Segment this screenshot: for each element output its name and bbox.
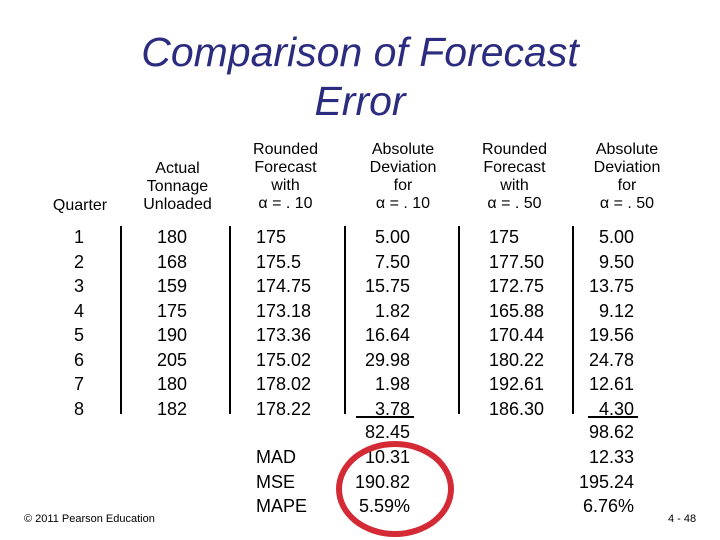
table-cell: 29.98 [364,349,410,370]
table-cell: 4 [74,300,85,321]
table-cell: 2 [74,251,85,272]
header-forecast-50: Rounded Forecast with α = . 50 [482,141,547,212]
table-cell: 5.00 [598,227,634,247]
summary-label: MAD [256,447,296,467]
total-deviation-10: 82.45 [364,422,410,442]
table-cell: 1 [74,227,85,247]
table-cell: 15.75 [364,276,410,296]
summary-labels: MAD MSE MAPE [256,445,326,519]
table-cell: 173.36 [256,325,312,345]
deviation-50-column: 5.00 9.50 13.75 9.12 19.56 24.78 12.61 4.30 [564,225,634,421]
table-cell: 190 [157,325,188,345]
table-cell: 174.75 [256,276,312,296]
table-cell: 172.75 [489,276,545,296]
deviation-10-column: 5.00 7.50 15.75 1.82 16.64 29.98 1.98 3.78 [340,225,410,421]
page-number: 4 - 48 [668,513,697,525]
table-cell: 13.75 [588,276,634,296]
table-cell: 6 [74,349,85,370]
forecast-10-column: 175 175.5 174.75 173.18 173.36 175.02 178.02 17… [256,225,336,421]
table-cell: 173.18 [256,300,312,321]
table-cell: 178.02 [256,374,312,394]
table-cell: 175 [256,227,287,247]
table-cell: 16.64 [364,325,410,345]
table-cell: 8 [74,398,85,419]
table-cell: 7 [74,374,85,394]
table-cell: 186.30 [489,398,545,419]
table-cell: 175 [489,227,520,247]
table-cell: 9.12 [598,300,634,321]
header-forecast-10: Rounded Forecast with α = . 10 [253,141,318,212]
forecast-50-column: 175 177.50 172.75 165.88 170.44 180.22 192.61 1… [489,225,569,421]
table-cell: 170.44 [489,325,545,345]
summary-values-50: 12.33 195.24 6.76% [554,445,634,519]
actual-column: 180 168 159 175 190 205 180 182 [157,225,207,421]
table-cell: 3 [74,276,85,296]
slide-title: Comparison of Forecast Error [0,28,720,126]
table-cell: 1.82 [374,300,410,321]
column-divider [229,226,231,414]
copyright: © 2011 Pearson Education [24,513,155,525]
table-cell: 24.78 [588,349,634,370]
slide-title-line-2: Error [314,78,406,124]
table-cell: 5 [74,325,85,345]
table-cell: 9.50 [598,251,634,272]
summary-value: 195.24 [578,471,634,492]
table-cell: 180 [157,227,188,247]
table-cell: 180.22 [489,349,545,370]
table-cell: 175.5 [256,251,302,272]
table-cell: 5.00 [374,227,410,247]
table-cell: 12.61 [588,374,634,394]
column-divider [572,226,574,414]
total-deviation-50: 98.62 [588,422,634,442]
table-cell: 7.50 [374,251,410,272]
table-cell: 182 [157,398,188,419]
table-cell: 205 [157,349,188,370]
table-cell: 175 [157,300,188,321]
column-divider [458,226,460,414]
slide-title-line-1: Comparison of Forecast [141,29,579,75]
header-quarter: Quarter [52,197,108,214]
column-divider [120,226,122,414]
table-cell: 159 [157,276,188,296]
summary-label: MAPE [256,496,308,516]
highlight-circle [336,441,454,537]
summary-value: 12.33 [588,447,634,467]
table-cell: 175.02 [256,349,312,370]
table-cell: 192.61 [489,374,545,394]
header-actual: Actual Tonnage Unloaded [143,160,212,213]
sum-underline-50 [588,416,638,418]
table-cell: 19.56 [588,325,634,345]
quarter-column: 1 2 3 4 5 6 7 8 [74,225,104,421]
header-deviation-10: Absolute Deviation for α = . 10 [369,141,437,212]
sum-underline-10 [356,416,414,418]
table-cell: 168 [157,251,188,272]
summary-label: MSE [256,471,296,492]
table-cell: 165.88 [489,300,545,321]
table-cell: 3.78 [374,398,410,419]
column-divider [344,226,346,414]
table-cell: 178.22 [256,398,312,419]
table-cell: 177.50 [489,251,545,272]
header-deviation-50: Absolute Deviation for α = . 50 [593,141,661,212]
summary-value: 6.76% [582,496,634,516]
table-cell: 4.30 [598,398,634,419]
table-cell: 1.98 [374,374,410,394]
table-cell: 180 [157,374,188,394]
